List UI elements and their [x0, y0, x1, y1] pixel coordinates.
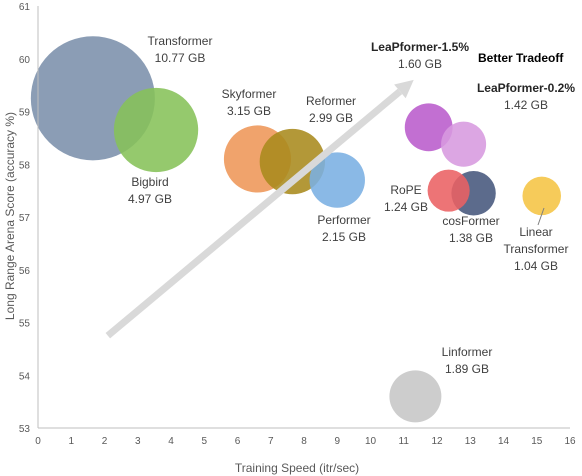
- bubble-rope: [427, 169, 470, 212]
- x-tick-label: 5: [201, 436, 207, 447]
- x-tick-label: 8: [301, 436, 307, 447]
- y-tick-label: 59: [19, 108, 31, 119]
- bubble-label-performer: Performer 2.15 GB: [317, 213, 370, 244]
- bubble-label-linformer: Linformer 1.89 GB: [442, 345, 493, 376]
- tradeoff-arrow-head: [394, 79, 414, 99]
- y-tick-label: 58: [19, 160, 31, 171]
- x-tick-label: 7: [268, 436, 274, 447]
- x-tick-label: 11: [399, 436, 410, 447]
- x-tick-label: 0: [35, 436, 41, 447]
- y-tick-label: 55: [19, 319, 31, 330]
- bubble-label-leapformer-0-2-: LeaPformer-0.2% 1.42 GB: [477, 81, 575, 112]
- bubble-bigbird: [113, 87, 199, 173]
- bubble-leapformer-1-5-: [404, 103, 453, 152]
- x-tick-label: 1: [68, 436, 74, 447]
- linear-transformer-leader-line: [537, 207, 545, 226]
- x-tick-label: 4: [168, 436, 174, 447]
- axes-layer: 0 1 2 3 4 5 6 7 8 9 10 11 12 13 14 15 165354555657585960…: [19, 2, 576, 447]
- x-tick-label: 12: [431, 436, 443, 447]
- bubble-linformer: [389, 370, 442, 423]
- bubble-label-skyformer: Skyformer 3.15 GB: [222, 87, 277, 118]
- y-tick-label: 56: [19, 266, 31, 277]
- bubble-label-linear-transformer: Linear Transformer 1.04 GB: [504, 225, 569, 273]
- bubble-linear-transformer: [522, 176, 562, 216]
- x-tick-label: 6: [235, 436, 241, 447]
- x-tick-label: 15: [531, 436, 543, 447]
- y-tick-label: 54: [19, 371, 31, 382]
- bubble-leapformer-0-2-: [441, 121, 487, 167]
- x-tick-label: 2: [102, 436, 108, 447]
- bubble-label-rope: RoPE 1.24 GB: [384, 183, 428, 214]
- tradeoff-annotation: Better Tradeoff: [478, 51, 564, 65]
- y-axis-label: Long Range Arena Score (accuracy %): [3, 112, 17, 320]
- tradeoff-arrow-layer: Better Tradeoff: [105, 51, 564, 339]
- bubble-labels-layer: Transformer 10.77 GB Bigbird 4.97 GB Skyform…: [128, 34, 575, 376]
- x-tick-label: 10: [365, 436, 377, 447]
- x-tick-label: 14: [498, 436, 510, 447]
- y-tick-label: 53: [19, 424, 31, 435]
- bubble-label-reformer: Reformer 2.99 GB: [306, 94, 356, 125]
- bubble-reformer: [259, 128, 326, 195]
- x-tick-label: 3: [135, 436, 141, 447]
- bubble-performer: [309, 152, 365, 208]
- x-tick-label: 13: [465, 436, 477, 447]
- x-tick-label: 16: [564, 436, 576, 447]
- x-tick-label: 9: [334, 436, 340, 447]
- x-axis-label: Training Speed (itr/sec): [235, 461, 359, 475]
- y-tick-label: 57: [19, 213, 31, 224]
- bubble-label-cosformer: cosFormer 1.38 GB: [442, 214, 499, 245]
- y-tick-label: 61: [19, 2, 31, 13]
- bubbles-layer: [30, 36, 562, 423]
- bubble-label-transformer: Transformer 10.77 GB: [148, 34, 213, 65]
- tradeoff-arrow-shaft: [105, 88, 403, 339]
- bubble-label-leapformer-1-5-: LeaPformer-1.5% 1.60 GB: [371, 40, 469, 71]
- bubble-label-bigbird: Bigbird 4.97 GB: [128, 175, 172, 206]
- y-tick-label: 60: [19, 55, 31, 66]
